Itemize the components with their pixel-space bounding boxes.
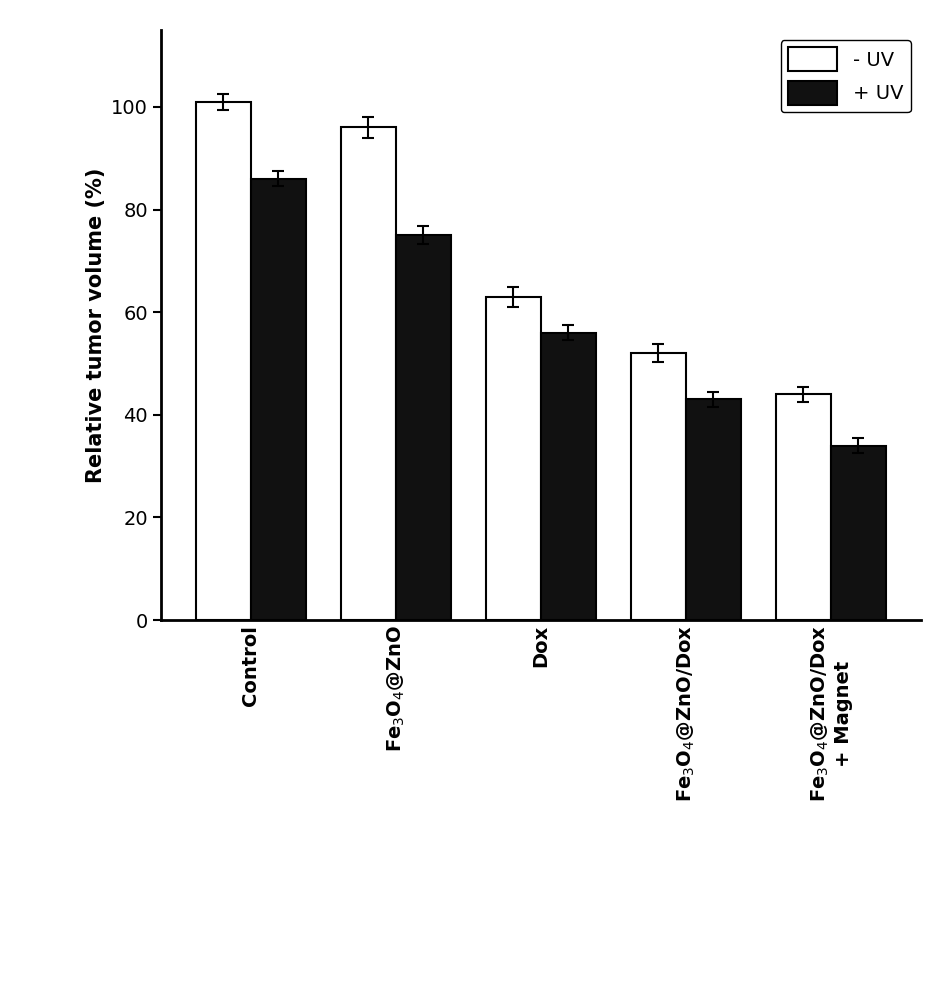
Bar	[486, 297, 541, 620]
Bar	[341, 127, 396, 620]
Bar	[776, 394, 831, 620]
Bar	[631, 353, 686, 620]
Bar	[251, 179, 306, 620]
Legend: - UV, + UV: - UV, + UV	[781, 40, 911, 112]
Bar	[195, 102, 251, 620]
Bar	[541, 333, 596, 620]
Bar	[686, 399, 741, 620]
Y-axis label: Relative tumor volume (%): Relative tumor volume (%)	[85, 167, 105, 483]
Bar	[831, 446, 886, 620]
Bar	[396, 235, 451, 620]
